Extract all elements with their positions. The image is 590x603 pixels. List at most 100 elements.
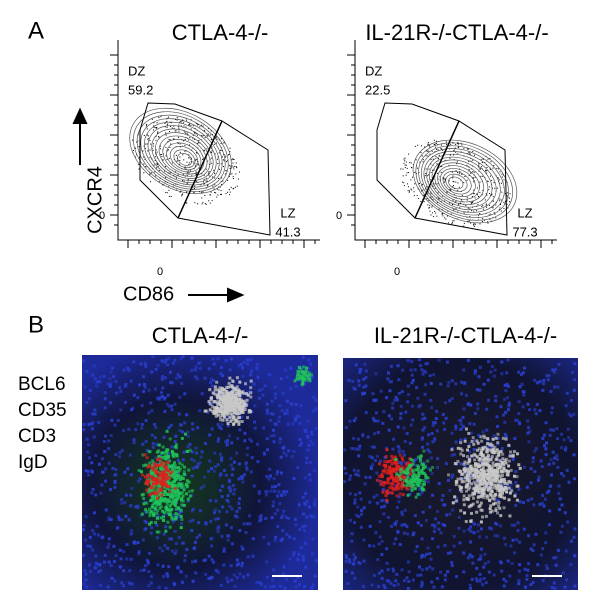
event-dot — [436, 140, 438, 142]
event-dot — [404, 160, 406, 162]
stain-pixel — [214, 499, 218, 503]
stain-pixel — [143, 385, 147, 389]
stain-pixel — [464, 520, 468, 524]
stain-pixel — [228, 376, 232, 380]
stain-pixel — [569, 414, 573, 418]
event-dot — [403, 158, 405, 160]
stain-pixel — [374, 372, 378, 376]
stain-pixel — [277, 419, 281, 423]
stain-pixel — [204, 441, 208, 445]
stain-pixel — [282, 490, 286, 494]
event-dot — [417, 144, 419, 146]
stain-pixel — [170, 470, 174, 474]
event-dot — [468, 169, 470, 171]
stain-pixel — [177, 494, 181, 498]
stain-pixel — [493, 445, 497, 449]
stain-pixel — [126, 467, 130, 471]
event-dot — [470, 222, 472, 224]
event-dot — [181, 120, 183, 122]
stain-pixel — [501, 436, 505, 440]
stain-pixel — [126, 366, 130, 370]
event-dot — [142, 150, 144, 152]
event-dot — [478, 214, 480, 216]
stain-pixel — [506, 358, 510, 362]
stain-pixel — [399, 416, 403, 420]
event-dot — [184, 150, 186, 152]
stain-label: IgD — [18, 452, 48, 473]
stain-pixel — [181, 494, 185, 498]
stain-pixel — [414, 457, 418, 461]
stain-pixel — [483, 436, 487, 440]
event-dot — [445, 143, 447, 145]
stain-pixel — [158, 478, 162, 482]
stain-pixel — [113, 481, 117, 485]
event-dot — [415, 173, 417, 175]
stain-pixel — [162, 435, 166, 439]
stain-pixel — [139, 470, 143, 474]
stain-pixel — [164, 478, 168, 482]
stain-pixel — [494, 486, 498, 490]
event-dot — [153, 143, 155, 145]
stain-pixel — [439, 531, 443, 535]
stain-pixel — [484, 514, 488, 518]
stain-pixel — [162, 482, 166, 486]
stain-pixel — [477, 487, 481, 491]
image-title: IL-21R-/-CTLA-4-/- — [374, 323, 557, 348]
stain-pixel — [400, 510, 404, 514]
stain-pixel — [150, 472, 154, 476]
event-dot — [428, 150, 430, 152]
event-dot — [183, 159, 185, 161]
event-dot — [228, 164, 230, 166]
stain-pixel — [489, 487, 493, 491]
stain-pixel — [517, 370, 521, 374]
stain-pixel — [118, 386, 122, 390]
stain-pixel — [213, 385, 217, 389]
stain-pixel — [405, 524, 409, 528]
stain-pixel — [107, 461, 111, 465]
stain-pixel — [497, 484, 501, 488]
stain-pixel — [467, 473, 471, 477]
stain-pixel — [198, 461, 202, 465]
stain-pixel — [200, 450, 204, 454]
event-dot — [440, 165, 442, 167]
stain-pixel — [541, 579, 545, 583]
stain-pixel — [498, 489, 502, 493]
stain-pixel — [148, 479, 152, 483]
stain-pixel — [151, 459, 155, 463]
stain-pixel — [420, 568, 424, 572]
stain-pixel — [467, 476, 471, 480]
stain-pixel — [465, 471, 469, 475]
stain-pixel — [169, 513, 173, 517]
event-dot — [228, 194, 230, 196]
stain-pixel — [303, 524, 307, 528]
stain-pixel — [279, 377, 283, 381]
event-dot — [189, 136, 191, 138]
stain-pixel — [264, 490, 268, 494]
stain-pixel — [308, 460, 312, 464]
stain-pixel — [227, 400, 231, 404]
event-dot — [190, 124, 192, 126]
stain-pixel — [132, 393, 136, 397]
stain-pixel — [224, 473, 228, 477]
stain-pixel — [393, 455, 397, 459]
stain-pixel — [451, 508, 455, 512]
stain-pixel — [220, 458, 224, 462]
stain-pixel — [423, 392, 427, 396]
event-dot — [481, 221, 483, 223]
event-dot — [206, 180, 208, 182]
stain-pixel — [391, 487, 395, 491]
stain-pixel — [570, 370, 574, 374]
stain-pixel — [456, 446, 460, 450]
stain-pixel — [190, 560, 194, 564]
event-dot — [134, 156, 136, 158]
stain-pixel — [479, 520, 483, 524]
stain-pixel — [92, 511, 96, 515]
stain-pixel — [459, 462, 463, 466]
event-dot — [448, 222, 450, 224]
stain-pixel — [274, 396, 278, 400]
event-dot — [483, 208, 485, 210]
stain-pixel — [368, 454, 372, 458]
stain-pixel — [159, 454, 163, 458]
stain-pixel — [309, 362, 313, 366]
